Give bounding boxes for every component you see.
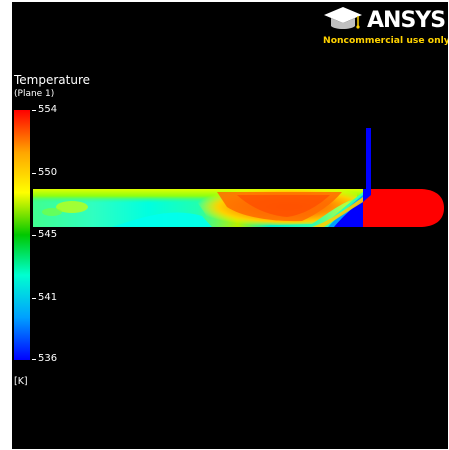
- colorbar-tick: [32, 235, 36, 236]
- legend-subtitle: (Plane 1): [14, 89, 55, 99]
- pipe-domain: [33, 189, 363, 227]
- colorbar-tick-label: 545: [38, 229, 58, 240]
- inlet-branch: [366, 128, 371, 190]
- outlet-region: [363, 189, 444, 227]
- legend-title: Temperature: [14, 73, 91, 87]
- graphics-viewport[interactable]: ANSYS Noncommercial use only Temperature…: [12, 2, 448, 449]
- legend-unit: [K]: [14, 376, 28, 387]
- temperature-contour-plot: [33, 128, 444, 227]
- graduation-cap-icon: [324, 7, 362, 29]
- colorbar-tick: [32, 110, 36, 111]
- colorbar-tick-label: 554: [38, 104, 58, 115]
- ansys-logo: ANSYS: [367, 8, 446, 33]
- colorbar: [14, 110, 30, 360]
- colorbar-tick: [32, 173, 36, 174]
- colorbar-tick-label: 550: [38, 167, 58, 178]
- colorbar-tick-label: 541: [38, 292, 58, 303]
- colorbar-tick-label: 536: [38, 353, 58, 364]
- colorbar-tick: [32, 298, 36, 299]
- colorbar-tick: [32, 359, 36, 360]
- license-note: Noncommercial use only: [323, 35, 448, 46]
